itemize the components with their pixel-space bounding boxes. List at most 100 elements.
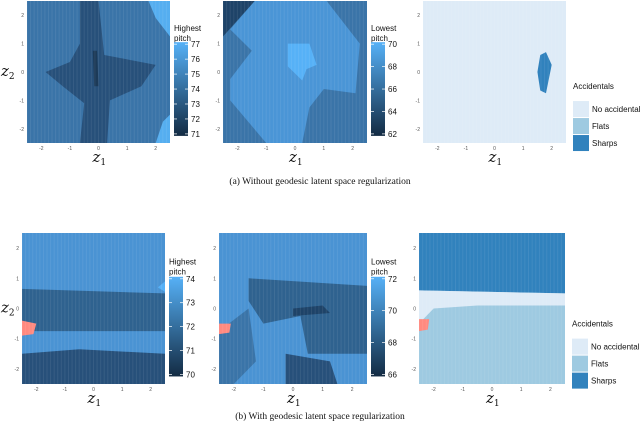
y-tick-label: -2 xyxy=(416,127,421,133)
x-tick-label: 2 xyxy=(149,387,152,393)
legend-entry-label: Flats xyxy=(591,360,608,369)
legend-title: Accidentals xyxy=(572,320,613,329)
legend-swatch xyxy=(573,101,589,118)
legend-swatch xyxy=(573,135,589,152)
legend-value: 64 xyxy=(388,107,397,116)
legend-value: 72 xyxy=(388,275,397,284)
legend-value: 68 xyxy=(388,339,397,348)
legend-value: 66 xyxy=(388,85,397,94)
x-tick-label: 2 xyxy=(549,387,552,393)
y-tick-label: 2 xyxy=(16,246,19,252)
legend-entry-label: Sharps xyxy=(592,139,617,148)
x-tick-label: -2 xyxy=(235,146,240,152)
x-axis-label: z1 xyxy=(488,148,503,168)
legend-title: Highest xyxy=(174,24,202,33)
heatmap-region xyxy=(22,320,37,336)
y-tick-label: 0 xyxy=(16,307,19,313)
legend-colorbar xyxy=(371,42,385,136)
legend-colorbar xyxy=(169,276,183,377)
y-tick-label: -1 xyxy=(212,337,217,343)
y-tick-label: -1 xyxy=(216,98,221,104)
legend-title: Lowest xyxy=(371,24,397,33)
legend-value: 68 xyxy=(388,63,397,72)
caption-b: (b) With geodesic latent space regulariz… xyxy=(235,412,405,422)
x-tick-label: 1 xyxy=(520,387,523,393)
y-tick-label: 2 xyxy=(217,13,220,19)
legend-swatch xyxy=(573,118,589,135)
legend-entry-label: No accidental xyxy=(591,343,640,352)
y-tick-label: 0 xyxy=(413,307,416,313)
y-tick-label: 1 xyxy=(417,42,420,48)
x-tick-label: 2 xyxy=(550,146,553,152)
y-tick-label: 2 xyxy=(417,13,420,19)
x-tick-label: 2 xyxy=(351,146,354,152)
x-tick-label: 0 xyxy=(493,146,496,152)
legend-swatch xyxy=(572,372,588,389)
heatmap-region xyxy=(157,281,165,292)
legend-value: 66 xyxy=(388,370,397,379)
chart-panel-1: -2 -1 0 1 2210-1-2z1z2Highestpitch7776757473… xyxy=(0,1,202,168)
legend-value: 77 xyxy=(191,40,200,49)
x-axis-label: z1 xyxy=(485,389,500,409)
y-tick-label: -1 xyxy=(416,98,421,104)
y-tick-label: 2 xyxy=(213,246,216,252)
x-tick-label: 0 xyxy=(294,146,297,152)
x-tick-label: 0 xyxy=(491,387,494,393)
y-tick-label: -1 xyxy=(20,98,25,104)
legend-value: 72 xyxy=(186,323,195,332)
legend-colorbar xyxy=(371,276,385,377)
x-tick-label: -1 xyxy=(264,146,269,152)
legend-value: 71 xyxy=(186,347,195,356)
heatmap-region xyxy=(537,52,552,94)
x-tick-label: 1 xyxy=(321,387,324,393)
y-tick-label: 0 xyxy=(21,70,24,76)
legend-title: Accidentals xyxy=(573,82,614,91)
x-tick-label: 1 xyxy=(121,387,124,393)
y-tick-label: -1 xyxy=(412,337,417,343)
x-axis-label-sub: 1 xyxy=(494,399,500,409)
heatmap-region xyxy=(287,43,317,81)
legend-value: 72 xyxy=(191,115,200,124)
y-tick-label: 2 xyxy=(413,246,416,252)
heatmap-region xyxy=(293,305,330,317)
y-tick-label: 1 xyxy=(413,276,416,282)
legend-value: 73 xyxy=(191,100,200,109)
legend-title: pitch xyxy=(371,268,388,277)
x-axis-label-sub: 1 xyxy=(297,158,303,168)
y-axis-label: z2 xyxy=(0,299,15,319)
y-tick-label: -2 xyxy=(20,127,25,133)
y-tick-label: 1 xyxy=(217,42,220,48)
x-tick-label: 1 xyxy=(126,146,129,152)
x-axis-label: z1 xyxy=(92,148,107,168)
x-tick-label: 0 xyxy=(97,146,100,152)
legend-title: pitch xyxy=(371,34,388,43)
y-tick-label: -2 xyxy=(212,367,217,373)
x-axis-label: z1 xyxy=(286,389,301,409)
legend-value: 75 xyxy=(191,70,200,79)
legend-value: 62 xyxy=(388,130,397,139)
x-tick-label: -1 xyxy=(63,387,68,393)
legend-value: 73 xyxy=(186,299,195,308)
heatmap-region xyxy=(22,349,165,384)
x-axis-label: z1 xyxy=(288,148,303,168)
y-tick-label: 1 xyxy=(21,42,24,48)
y-tick-label: -2 xyxy=(216,127,221,133)
legend-value: 71 xyxy=(191,130,200,139)
heatmap-region xyxy=(219,323,231,335)
heatmap-region xyxy=(148,1,170,37)
x-tick-label: 2 xyxy=(154,146,157,152)
legend-value: 76 xyxy=(191,55,200,64)
heatmap-region xyxy=(248,278,367,354)
y-axis-label-sub: 2 xyxy=(9,309,15,319)
x-tick-label: 1 xyxy=(322,146,325,152)
x-tick-label: -1 xyxy=(261,387,266,393)
heatmap-region xyxy=(155,114,170,143)
y-tick-label: 0 xyxy=(417,70,420,76)
x-axis-label-sub: 1 xyxy=(496,158,502,168)
legend-title: Highest xyxy=(169,258,197,267)
x-tick-label: -2 xyxy=(435,146,440,152)
